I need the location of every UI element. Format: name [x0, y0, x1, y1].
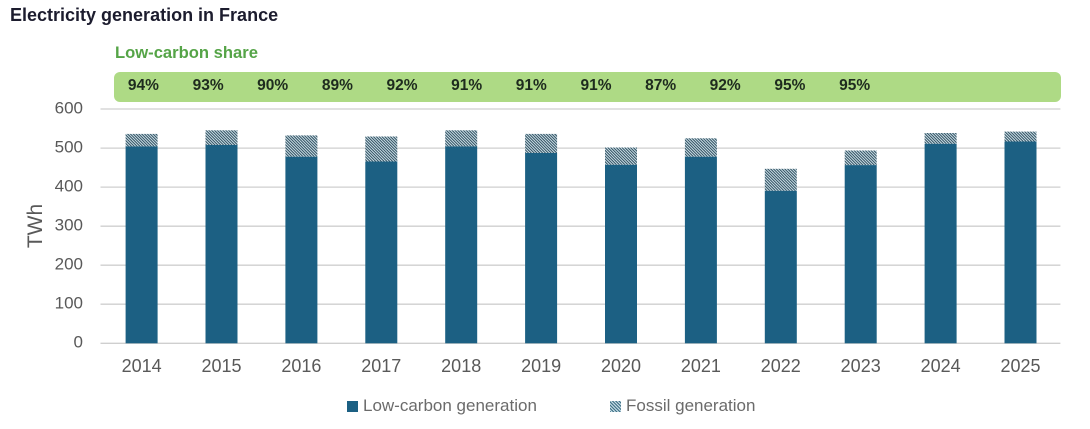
svg-text:2016: 2016 [281, 356, 321, 376]
svg-text:2023: 2023 [841, 356, 881, 376]
svg-text:2019: 2019 [521, 356, 561, 376]
svg-text:600: 600 [55, 98, 83, 117]
svg-text:2017: 2017 [361, 356, 401, 376]
svg-text:500: 500 [55, 137, 83, 156]
svg-text:TWh: TWh [24, 204, 47, 248]
svg-text:200: 200 [55, 255, 83, 274]
svg-text:100: 100 [55, 294, 83, 313]
svg-text:2025: 2025 [1000, 356, 1040, 376]
svg-text:400: 400 [55, 176, 83, 195]
svg-text:2018: 2018 [441, 356, 481, 376]
svg-text:2020: 2020 [601, 356, 641, 376]
svg-text:2024: 2024 [921, 356, 961, 376]
svg-text:2021: 2021 [681, 356, 721, 376]
svg-text:2014: 2014 [122, 356, 162, 376]
svg-text:2015: 2015 [201, 356, 241, 376]
svg-text:0: 0 [74, 333, 83, 352]
svg-text:300: 300 [55, 216, 83, 235]
svg-text:2022: 2022 [761, 356, 801, 376]
